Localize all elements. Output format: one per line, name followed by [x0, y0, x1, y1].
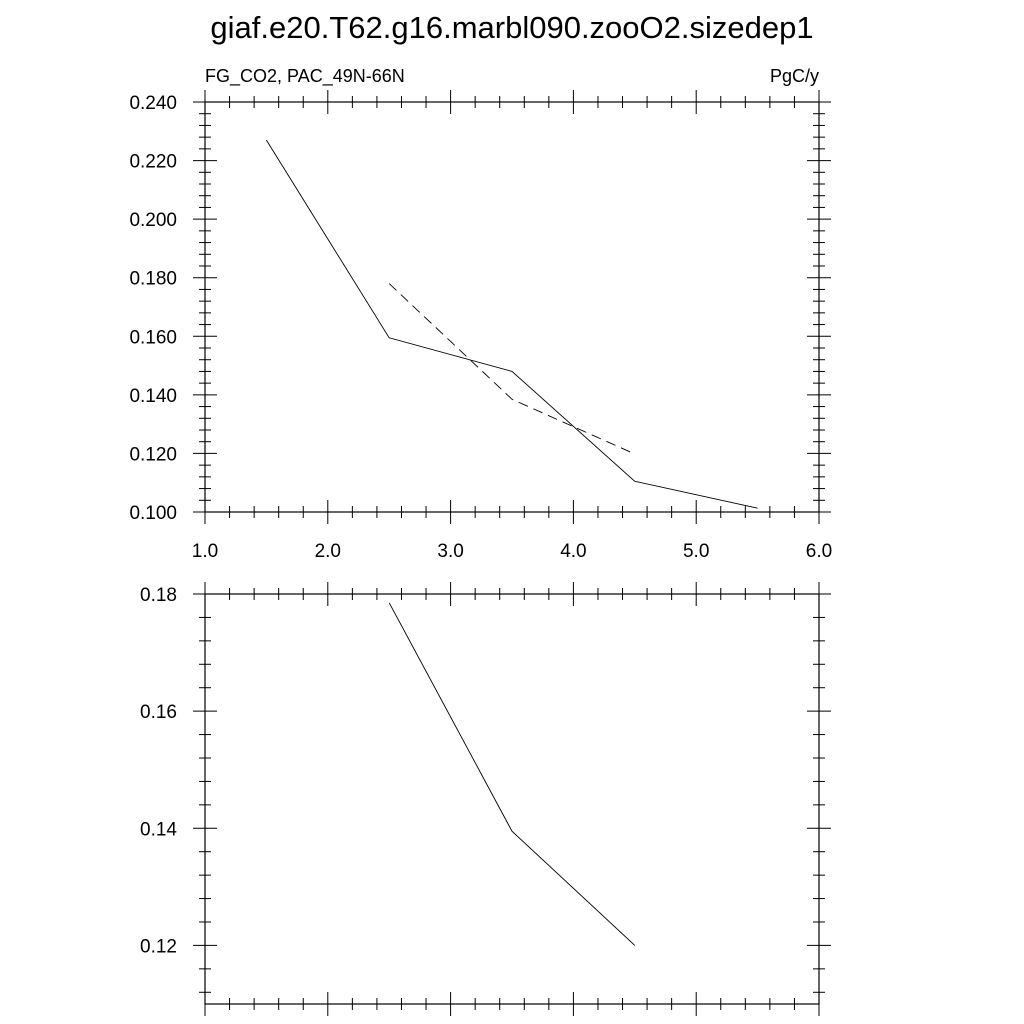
x-tick-label: 4.0 [560, 541, 586, 562]
x-tick-label: 3.0 [437, 541, 463, 562]
y-tick-label: 0.18 [140, 585, 177, 606]
axis-ticks [193, 582, 831, 1016]
upper-line-chart: 0.100 0.120 0.140 0.160 0.180 0.200 0.220 0.240… [129, 66, 832, 562]
axis-ticks [193, 90, 831, 524]
series-line-solid [266, 139, 758, 509]
y-tick-label: 0.14 [140, 819, 177, 840]
series-line-solid [388, 602, 636, 946]
series-line-dashed [388, 283, 635, 455]
y-tick-label: 0.240 [129, 93, 177, 114]
x-tick-label: 1.0 [192, 541, 218, 562]
plot-frame [204, 101, 820, 513]
y-tick-label: 0.100 [129, 503, 177, 524]
y-tick-label: 0.220 [129, 152, 177, 173]
x-tick-label: 6.0 [806, 541, 832, 562]
y-tick-label: 0.140 [129, 386, 177, 407]
y-tick-label: 0.12 [140, 936, 177, 957]
y-tick-label: 0.16 [140, 702, 177, 723]
x-tick-label: 5.0 [683, 541, 709, 562]
figure-title: giaf.e20.T62.g16.marbl090.zooO2.sizedep1 [210, 10, 813, 45]
y-tick-label: 0.200 [129, 210, 177, 231]
variable-region-label: FG_CO2, PAC_49N-66N [205, 66, 405, 87]
y-tick-label: 0.180 [129, 269, 177, 290]
units-label: PgC/y [770, 66, 819, 86]
y-tick-label: 0.120 [129, 444, 177, 465]
x-tick-label: 2.0 [315, 541, 341, 562]
lower-line-chart: 0.12 0.14 0.16 0.18 [140, 582, 831, 1016]
plot-frame [204, 593, 820, 1005]
y-tick-label: 0.160 [129, 327, 177, 348]
